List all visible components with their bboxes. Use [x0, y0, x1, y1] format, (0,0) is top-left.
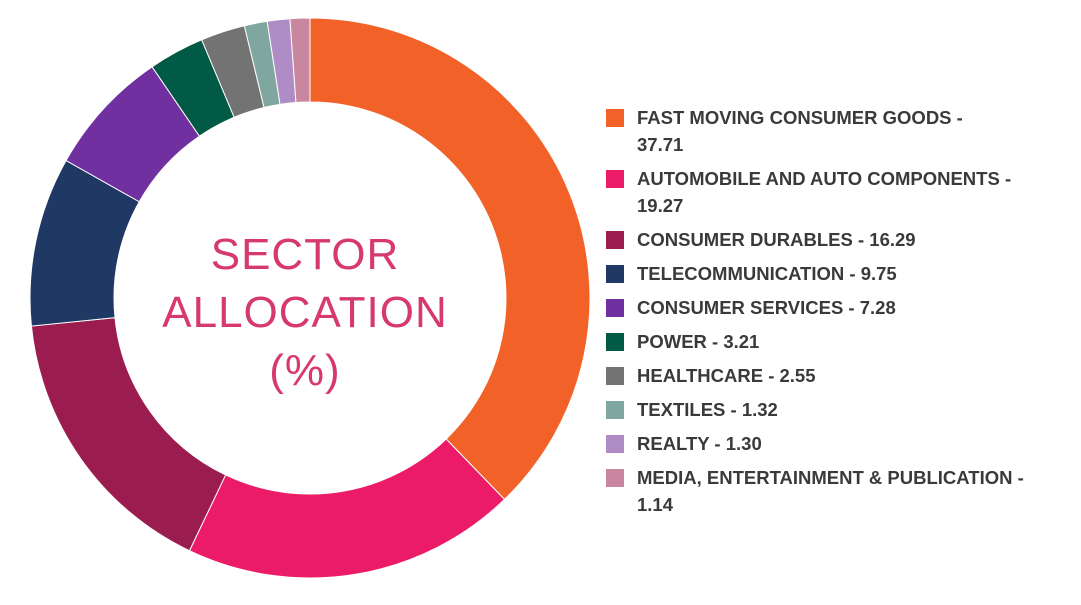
legend-label: FAST MOVING CONSUMER GOODS - 37.71 — [637, 107, 963, 155]
legend-item: AUTOMOBILE AND AUTO COMPONENTS - 19.27 — [606, 165, 1076, 219]
center-title-line-3: (%) — [269, 346, 341, 395]
legend-label: TEXTILES - 1.32 — [637, 399, 778, 420]
legend-swatch — [606, 435, 624, 453]
center-title-line-1: SECTOR — [210, 230, 400, 279]
legend-item: CONSUMER DURABLES - 16.29 — [606, 226, 1076, 253]
legend-item: TELECOMMUNICATION - 9.75 — [606, 260, 1076, 287]
legend-item: REALTY - 1.30 — [606, 430, 1076, 457]
legend-swatch — [606, 469, 624, 487]
donut-slice-automobile-and-auto-components — [188, 438, 506, 579]
legend-label: TELECOMMUNICATION - 9.75 — [637, 263, 897, 284]
chart-legend: FAST MOVING CONSUMER GOODS - 37.71 AUTOM… — [606, 104, 1076, 525]
legend-swatch — [606, 170, 624, 188]
legend-item: FAST MOVING CONSUMER GOODS - 37.71 — [606, 104, 1076, 158]
legend-swatch — [606, 367, 624, 385]
legend-label: MEDIA, ENTERTAINMENT & PUBLICATION - 1.1… — [637, 467, 1024, 515]
legend-item: TEXTILES - 1.32 — [606, 396, 1076, 423]
donut-slice-fast-moving-consumer-goods — [309, 17, 591, 501]
legend-label: HEALTHCARE - 2.55 — [637, 365, 816, 386]
legend-label: POWER - 3.21 — [637, 331, 760, 352]
donut-slice-media-entertainment-publication — [289, 17, 311, 104]
legend-label: CONSUMER DURABLES - 16.29 — [637, 229, 916, 250]
legend-swatch — [606, 109, 624, 127]
legend-swatch — [606, 231, 624, 249]
legend-swatch — [606, 265, 624, 283]
legend-swatch — [606, 333, 624, 351]
legend-label: CONSUMER SERVICES - 7.28 — [637, 297, 896, 318]
sector-donut-chart — [29, 17, 591, 579]
legend-item: MEDIA, ENTERTAINMENT & PUBLICATION - 1.1… — [606, 464, 1076, 518]
legend-item: CONSUMER SERVICES - 7.28 — [606, 294, 1076, 321]
legend-item: POWER - 3.21 — [606, 328, 1076, 355]
legend-swatch — [606, 401, 624, 419]
legend-swatch — [606, 299, 624, 317]
chart-center-title: SECTOR ALLOCATION (%) — [105, 226, 505, 400]
legend-label: AUTOMOBILE AND AUTO COMPONENTS - 19.27 — [637, 168, 1012, 216]
legend-item: HEALTHCARE - 2.55 — [606, 362, 1076, 389]
center-title-line-2: ALLOCATION — [162, 288, 448, 337]
legend-label: REALTY - 1.30 — [637, 433, 762, 454]
